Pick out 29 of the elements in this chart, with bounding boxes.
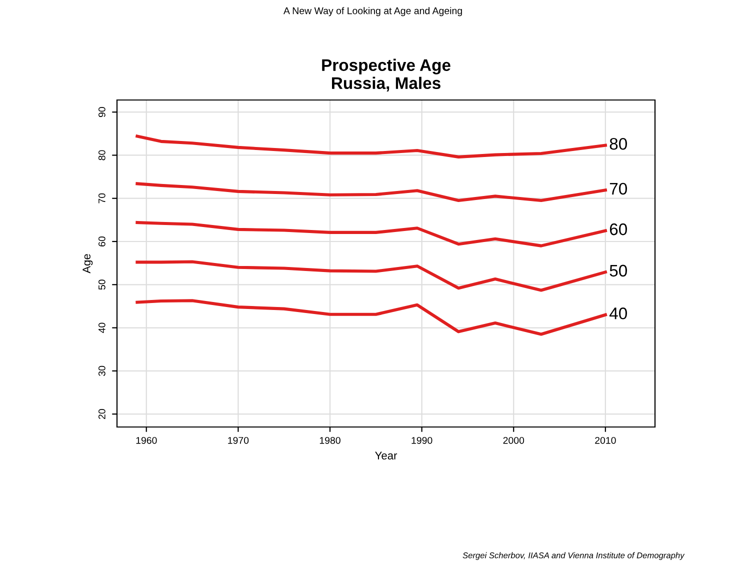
line-series bbox=[136, 220, 607, 248]
y-axis-title: Age bbox=[82, 254, 93, 274]
series-label: 80 bbox=[610, 138, 627, 150]
x-tick-label: 1980 bbox=[320, 436, 340, 444]
line-series bbox=[136, 134, 607, 158]
x-tick-label: 1990 bbox=[412, 436, 432, 444]
x-tick-label: 1960 bbox=[136, 436, 157, 444]
text: A New Way of Looking at Age and Ageing bbox=[283, 7, 462, 16]
y-tick-label: 40 bbox=[98, 322, 106, 333]
series-label: 70 bbox=[610, 182, 627, 195]
text: Sergei Scherbov, IIASA and Vienna Institute of Demography bbox=[462, 552, 685, 560]
chart-title: Prospective Age Russia, Males bbox=[322, 58, 450, 92]
y-tick-label: 30 bbox=[98, 366, 106, 376]
line-series bbox=[136, 182, 607, 202]
line-series bbox=[136, 299, 607, 336]
series-label: 50 bbox=[610, 264, 627, 277]
y-tick-label: 90 bbox=[98, 107, 106, 118]
series-label: 40 bbox=[609, 308, 627, 320]
series-label: 60 bbox=[610, 223, 627, 236]
y-tick-label: 70 bbox=[98, 193, 106, 204]
x-tick-label: 2000 bbox=[503, 436, 524, 444]
y-tick-label: 20 bbox=[98, 409, 106, 419]
y-tick-label: 60 bbox=[98, 236, 106, 246]
x-tick-label: 2010 bbox=[595, 436, 616, 444]
x-tick-label: 1970 bbox=[228, 436, 249, 444]
line-series bbox=[136, 260, 607, 292]
y-tick-label: 50 bbox=[98, 280, 106, 290]
y-tick-label: 80 bbox=[98, 150, 106, 160]
x-axis-title: Year bbox=[375, 452, 398, 460]
